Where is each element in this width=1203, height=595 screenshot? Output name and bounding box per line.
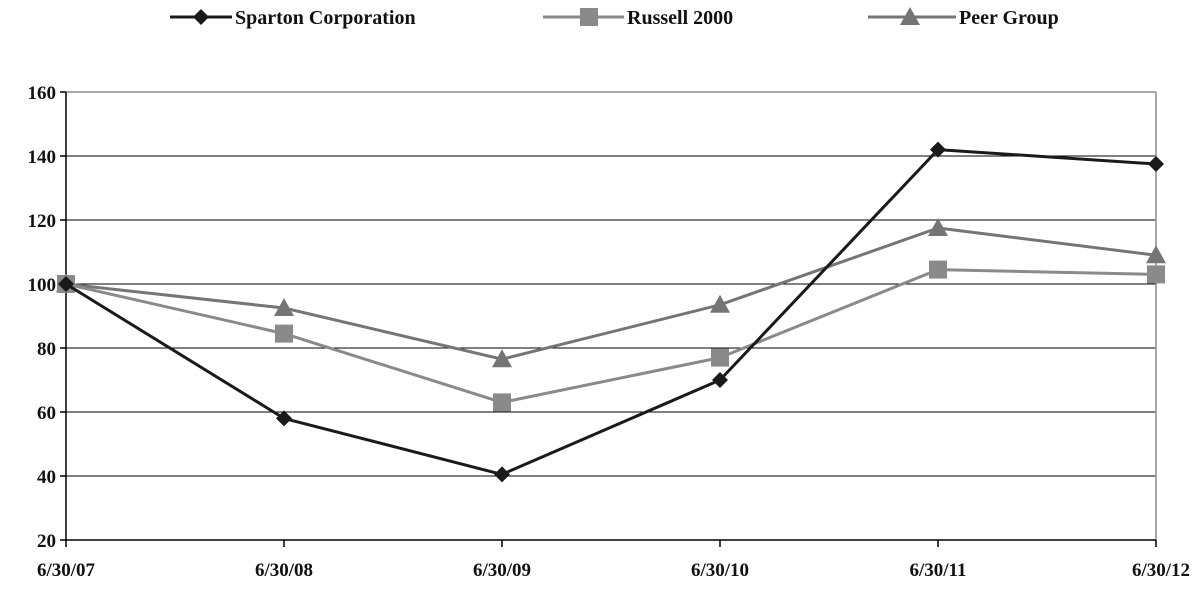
y-tick-label: 40 xyxy=(37,467,56,488)
x-tick-label: 6/30/11 xyxy=(909,560,966,581)
data-point xyxy=(930,141,946,158)
data-point xyxy=(276,410,292,427)
data-point xyxy=(712,372,728,388)
legend-marker xyxy=(900,7,920,25)
legend-marker xyxy=(193,9,209,25)
series-line xyxy=(65,226,1157,361)
data-point xyxy=(1147,265,1165,284)
series-0 xyxy=(58,141,1164,483)
series-line xyxy=(65,268,1157,404)
legend-item: Peer Group xyxy=(868,7,1059,29)
data-point xyxy=(1148,156,1164,172)
legend-item: Russell 2000 xyxy=(543,7,733,29)
data-point xyxy=(1146,245,1166,264)
data-point xyxy=(274,298,294,316)
y-tick-label: 100 xyxy=(28,275,57,296)
legend-label: Russell 2000 xyxy=(627,7,733,29)
y-tick-label: 60 xyxy=(37,403,56,424)
data-point xyxy=(710,294,730,313)
y-tick-label: 160 xyxy=(28,83,57,104)
data-point xyxy=(58,276,74,292)
gridlines xyxy=(66,91,1156,477)
series-2 xyxy=(56,218,1166,368)
x-tick-label: 6/30/12 xyxy=(1132,560,1190,581)
x-tick-label: 6/30/09 xyxy=(473,560,531,581)
data-point xyxy=(929,260,947,279)
y-tick-label: 20 xyxy=(37,531,56,552)
series-line xyxy=(65,148,1157,476)
x-tick-label: 6/30/07 xyxy=(37,560,96,581)
legend-label: Peer Group xyxy=(959,7,1059,29)
series-1 xyxy=(57,260,1165,412)
legend-marker xyxy=(580,8,598,26)
axes: 20 40 60 80 100 120 140 160 6/30/07 6/30/08 6/30/0… xyxy=(28,83,1191,581)
x-tick-label: 6/30/10 xyxy=(691,560,749,581)
y-tick-label: 80 xyxy=(37,339,56,360)
x-tick-label: 6/30/08 xyxy=(255,560,313,581)
legend-label: Sparton Corporation xyxy=(235,7,416,29)
y-tick-label: 120 xyxy=(28,211,57,232)
data-point xyxy=(928,218,948,236)
data-point xyxy=(493,393,511,412)
data-point xyxy=(711,348,729,367)
series-layer xyxy=(56,141,1166,483)
data-point xyxy=(275,324,293,343)
legend-item: Sparton Corporation xyxy=(170,7,416,29)
data-point xyxy=(494,466,510,483)
data-point xyxy=(492,349,512,368)
y-tick-label: 140 xyxy=(28,147,57,168)
legend: Sparton Corporation Russell 2000 Peer Grou… xyxy=(170,7,1059,29)
